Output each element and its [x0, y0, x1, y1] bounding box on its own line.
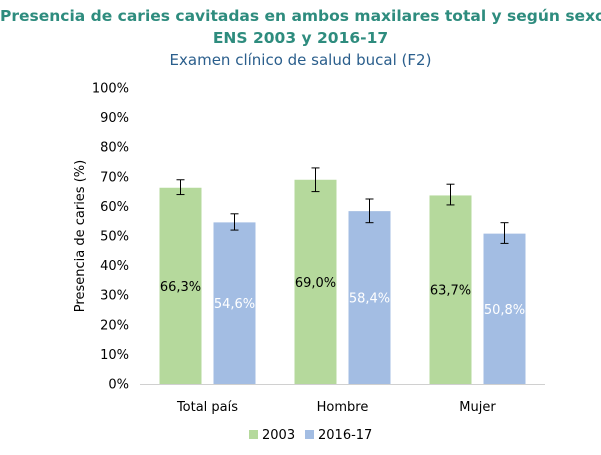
y-tick-label: 20%	[100, 318, 129, 333]
legend-label: 2016-17	[318, 428, 372, 443]
data-label: 54,6%	[214, 297, 255, 312]
x-tick-label: Hombre	[317, 400, 369, 415]
x-tick-label: Mujer	[459, 400, 496, 415]
y-tick-label: 40%	[100, 259, 129, 274]
bar	[159, 187, 202, 384]
x-tick-label: Total país	[176, 400, 238, 415]
bar	[483, 233, 526, 384]
y-tick-label: 80%	[100, 141, 129, 156]
data-label: 50,8%	[484, 303, 525, 318]
y-tick-label: 60%	[100, 200, 129, 215]
data-label: 58,4%	[349, 292, 390, 307]
y-tick-label: 0%	[108, 378, 129, 393]
y-tick-label: 100%	[92, 82, 129, 97]
bar	[429, 195, 472, 384]
y-tick-label: 90%	[100, 111, 129, 126]
y-tick-label: 70%	[100, 170, 129, 185]
y-axis-label: Presencia de caries (%)	[73, 160, 88, 312]
data-label: 66,3%	[160, 280, 201, 295]
chart-subtitle-secondary: Examen clínico de salud bucal (F2)	[169, 51, 432, 69]
data-label: 63,7%	[430, 284, 471, 299]
legend-label: 2003	[262, 428, 295, 443]
y-tick-label: 10%	[100, 348, 129, 363]
data-label: 69,0%	[295, 276, 336, 291]
bar	[348, 211, 391, 384]
legend-swatch	[305, 430, 314, 439]
chart-title: Presencia de caries cavitadas en ambos m…	[0, 7, 601, 25]
bar	[213, 222, 256, 384]
chart-subtitle: ENS 2003 y 2016-17	[212, 29, 389, 47]
y-tick-label: 30%	[100, 289, 129, 304]
bar	[294, 179, 337, 384]
legend-swatch	[249, 430, 258, 439]
y-tick-label: 50%	[100, 230, 129, 245]
